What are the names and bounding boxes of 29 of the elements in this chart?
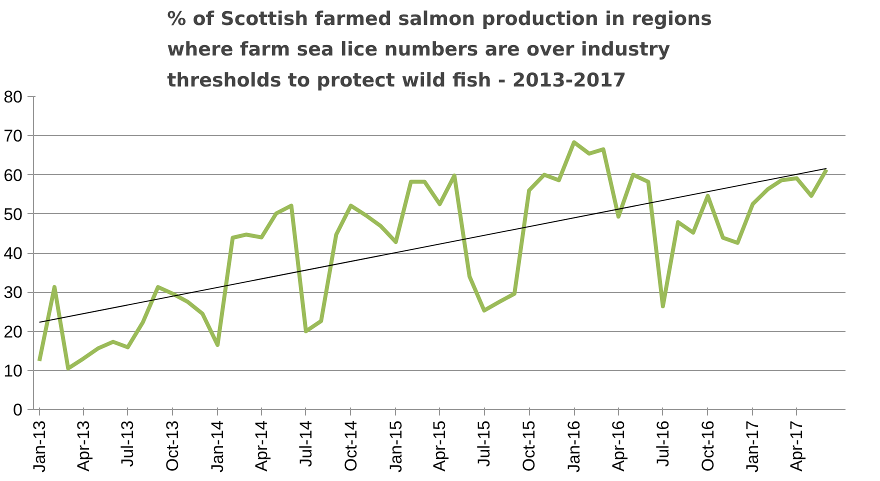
x-tick-label: Jan-15 (386, 420, 406, 472)
x-tick-label: Jan-16 (564, 420, 584, 472)
x-tick-label: Oct-16 (698, 420, 718, 472)
y-tick-label: 10 (4, 361, 23, 380)
x-tick-label: Apr-15 (430, 420, 450, 472)
x-tick-label: Apr-16 (608, 420, 628, 472)
y-tick-label: 70 (4, 126, 23, 146)
x-tick-label: Jan-17 (743, 420, 762, 472)
x-tick-label: Jul-16 (653, 420, 672, 467)
line-series (37, 140, 828, 370)
y-tick-label: 20 (4, 322, 23, 342)
x-tick-label: Jul-14 (296, 420, 316, 467)
x-tick-label: Oct-13 (163, 420, 182, 472)
x-tick-label: Oct-14 (341, 420, 360, 472)
y-tick-label: 40 (4, 244, 23, 263)
x-tick-label: Jul-13 (118, 420, 138, 467)
x-tick-label: Apr-17 (787, 420, 806, 472)
y-tick-label: 30 (4, 283, 23, 302)
y-tick-label: 80 (4, 88, 23, 106)
x-tick-label: Jul-15 (474, 420, 494, 467)
x-tick-label: Apr-13 (74, 420, 93, 472)
x-tick-label: Oct-15 (520, 420, 539, 472)
chart-title: % of Scottish farmed salmon production in regions where farm sea lice numbers are over industry thresholds to protect wild fish - 2013-2017 (167, 8, 712, 92)
y-tick-label: 0 (13, 400, 23, 420)
x-tick-label: Jan-14 (208, 420, 228, 472)
y-tick-label: 50 (4, 204, 23, 224)
y-tick-label: 60 (4, 166, 23, 185)
x-tick-label: Apr-14 (252, 420, 272, 472)
x-tick-label: Jan-13 (30, 420, 49, 472)
